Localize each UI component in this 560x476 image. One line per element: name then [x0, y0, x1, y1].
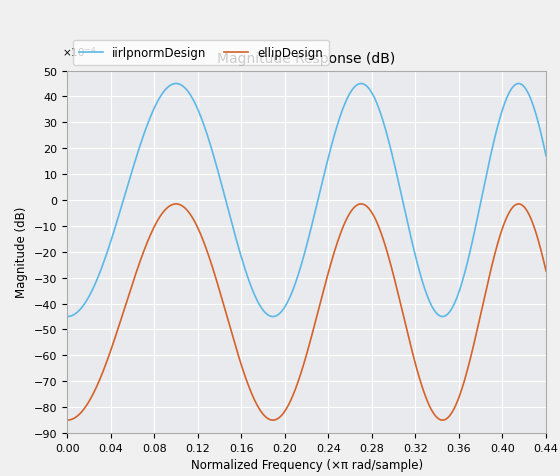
X-axis label: Normalized Frequency (×π rad/sample): Normalized Frequency (×π rad/sample)	[190, 458, 423, 471]
Legend: iirlpnormDesign, ellipDesign: iirlpnormDesign, ellipDesign	[73, 41, 329, 66]
Text: $\times10^{-4}$: $\times10^{-4}$	[62, 45, 97, 59]
Title: Magnitude Response (dB): Magnitude Response (dB)	[217, 52, 396, 66]
iirlpnormDesign	[147, 115, 153, 121]
iirlpnormDesign	[533, 115, 540, 121]
ellipDesign	[119, 315, 125, 320]
ellipDesign	[268, 417, 275, 423]
Line: iirlpnormDesign: iirlpnormDesign	[67, 84, 546, 317]
ellipDesign	[482, 292, 488, 298]
iirlpnormDesign	[482, 178, 488, 184]
iirlpnormDesign	[64, 314, 71, 320]
iirlpnormDesign	[119, 203, 125, 209]
iirlpnormDesign	[543, 153, 549, 159]
ellipDesign	[533, 233, 540, 238]
ellipDesign	[172, 202, 179, 208]
ellipDesign	[248, 389, 254, 395]
Y-axis label: Magnitude (dB): Magnitude (dB)	[16, 207, 29, 298]
ellipDesign	[64, 417, 71, 423]
iirlpnormDesign	[268, 314, 275, 320]
iirlpnormDesign	[172, 81, 179, 87]
ellipDesign	[147, 233, 153, 238]
ellipDesign	[543, 268, 549, 274]
iirlpnormDesign	[248, 284, 254, 289]
Line: ellipDesign: ellipDesign	[67, 205, 546, 420]
